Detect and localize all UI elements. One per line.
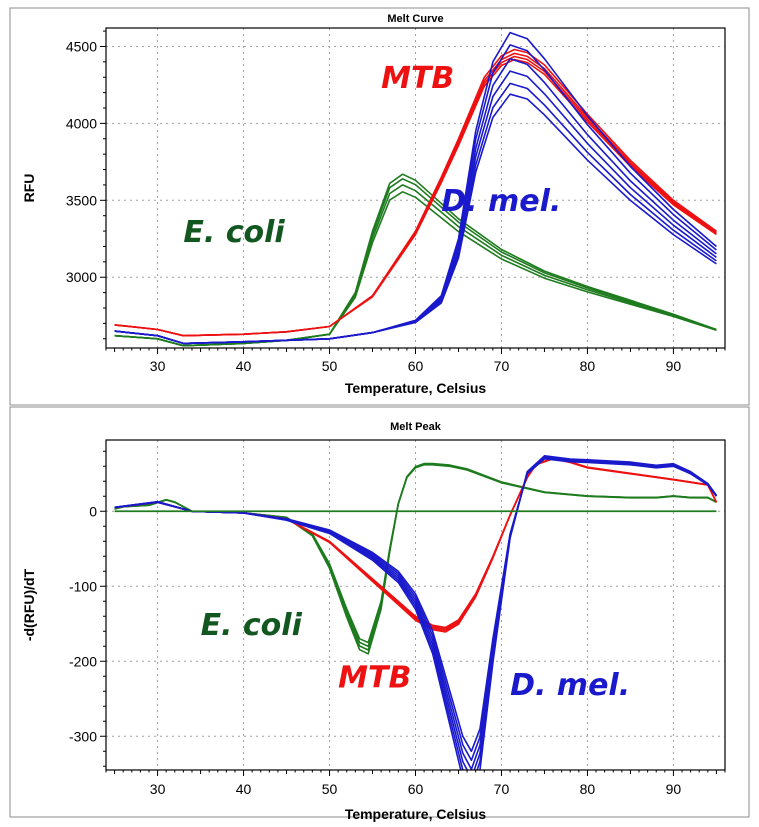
- x-tick-label: 50: [322, 781, 338, 797]
- x-tick-label: 80: [580, 358, 596, 374]
- x-tick-label: 60: [408, 781, 424, 797]
- x-tick-label: 60: [408, 358, 424, 374]
- x-tick-label: 80: [580, 781, 596, 797]
- annotation-mtb: MTB: [381, 61, 454, 96]
- x-tick-label: 40: [236, 781, 252, 797]
- mtb-curve: [114, 58, 717, 337]
- ecoli-curve: [114, 191, 717, 347]
- annotation-ecoli: E. coli: [183, 215, 285, 250]
- y-tick-label: 0: [89, 503, 97, 519]
- x-axis-label: Temperature, Celsius: [345, 380, 487, 396]
- x-tick-label: 30: [150, 358, 166, 374]
- x-tick-label: 50: [322, 358, 338, 374]
- series-group: [114, 31, 717, 347]
- panel-frame: [9, 7, 750, 406]
- x-tick-label: 90: [666, 358, 682, 374]
- y-tick-label: -100: [69, 578, 97, 594]
- y-axis-label: -d(RFU)/dT: [21, 568, 37, 641]
- dmel-curve: [114, 454, 718, 770]
- annotation-dmel: D. mel.: [510, 668, 630, 703]
- panel-melt-curve: 30 40 50 60 70 80 90 3000 3500 4000 4500 Melt Curve…: [9, 7, 750, 406]
- chart-title: Melt Peak: [390, 421, 442, 433]
- annotation-mtb: MTB: [338, 661, 411, 696]
- dmel-curve: [114, 93, 717, 345]
- y-axis-label: RFU: [21, 174, 37, 203]
- y-tick-label: 3000: [66, 269, 97, 285]
- x-tick-label: 70: [494, 358, 510, 374]
- y-tick-label: -200: [69, 653, 97, 669]
- x-tick-label: 30: [150, 781, 166, 797]
- y-tick-label: 4000: [66, 115, 97, 131]
- chart-title: Melt Curve: [387, 13, 443, 25]
- annotation-dmel: D. mel.: [441, 184, 561, 219]
- annotation-ecoli: E. coli: [201, 608, 303, 643]
- x-axis-label: Temperature, Celsius: [345, 806, 487, 822]
- y-tick-label: -300: [69, 728, 97, 744]
- panel-melt-peak: 30 40 50 60 70 80 90 -300 -200 -100 0 Melt Peak Temp…: [9, 406, 750, 822]
- y-tick-label: 4500: [66, 38, 97, 54]
- x-tick-label: 90: [666, 781, 682, 797]
- y-tick-label: 3500: [66, 192, 97, 208]
- x-tick-label: 40: [236, 358, 252, 374]
- x-tick-label: 70: [494, 781, 510, 797]
